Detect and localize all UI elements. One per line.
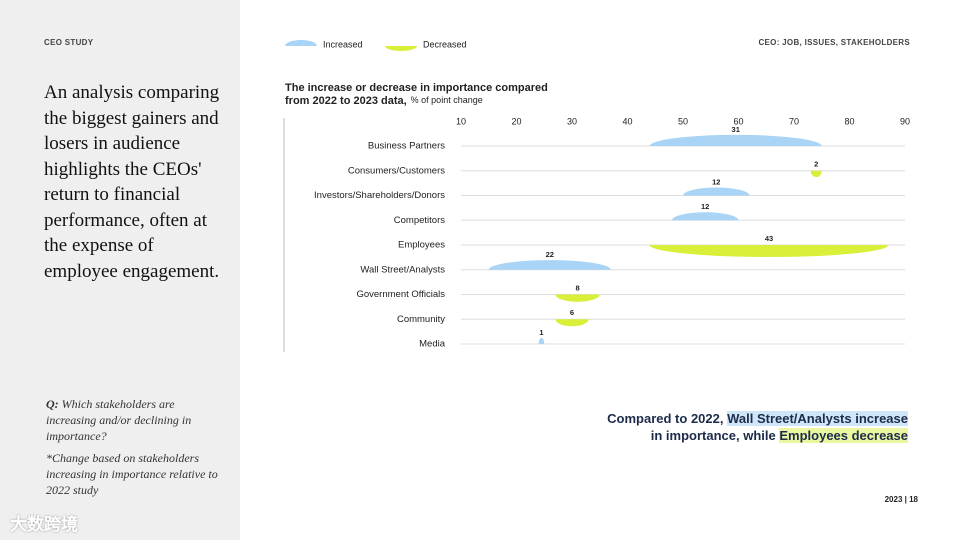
legend-swatch <box>285 40 317 46</box>
chart-title-line: from 2022 to 2023 data, <box>285 95 407 107</box>
category-label: Wall Street/Analysts <box>360 264 445 275</box>
category-label: Consumers/Customers <box>348 165 445 176</box>
watermark: 大数跨境 <box>10 515 78 534</box>
value-label: 6 <box>570 308 574 317</box>
annotation-text: Compared to 2022, <box>607 411 724 426</box>
range-bump <box>555 294 600 302</box>
category-label: Competitors <box>394 215 445 226</box>
x-tick-label: 70 <box>789 116 799 126</box>
legend-label: Increased <box>323 39 363 49</box>
category-label: Government Officials <box>356 289 445 300</box>
value-label: 2 <box>814 160 818 169</box>
x-tick-label: 50 <box>678 116 688 126</box>
question-label: Q: <box>46 397 59 411</box>
range-bump <box>810 170 822 178</box>
value-label: 22 <box>546 250 554 259</box>
legend-swatch <box>385 46 417 51</box>
range-bump <box>671 212 739 221</box>
value-label: 12 <box>701 202 709 211</box>
header-left: CEO STUDY <box>44 38 94 47</box>
x-tick-label: 40 <box>622 116 632 126</box>
lead-text: An analysis comparing the biggest gainer… <box>44 82 220 282</box>
chart-subtitle: % of point change <box>411 95 483 105</box>
x-tick-label: 90 <box>900 116 910 126</box>
range-bump <box>649 245 889 257</box>
footer-year: 2023 <box>884 495 903 504</box>
value-label: 8 <box>575 283 579 292</box>
range-bump <box>649 134 822 146</box>
x-tick-label: 20 <box>511 116 521 126</box>
header-right: CEO: JOB, ISSUES, STAKEHOLDERS <box>758 38 910 47</box>
value-label: 12 <box>712 177 720 186</box>
chart-title: The increase or decrease in importance c… <box>285 82 548 94</box>
category-label: Employees <box>398 240 445 251</box>
annotation: Compared to 2022, Wall Street/Analysts i… <box>607 410 908 444</box>
value-label: 43 <box>765 234 773 243</box>
question: Q: Which stakeholders are increasing and… <box>46 396 221 444</box>
annotation-highlight: Wall Street/Analysts increase <box>727 411 908 426</box>
range-bump <box>538 337 545 344</box>
page-number: 18 <box>909 495 918 504</box>
category-label: Business Partners <box>368 141 445 152</box>
value-label: 31 <box>732 125 740 134</box>
footer: 2023 | 18 <box>884 495 918 504</box>
category-label: Investors/Shareholders/Donors <box>314 190 445 201</box>
x-tick-label: 60 <box>733 116 743 126</box>
range-bump <box>555 319 589 327</box>
x-tick-label: 10 <box>456 116 466 126</box>
category-label: Community <box>397 314 445 325</box>
range-bump <box>683 187 750 196</box>
category-label: Media <box>419 339 446 350</box>
side-panel <box>0 0 240 540</box>
chart-title: from 2022 to 2023 data, % of point change <box>285 95 483 107</box>
x-tick-label: 80 <box>844 116 854 126</box>
range-bump <box>488 260 611 270</box>
annotation-highlight: Employees decrease <box>779 428 908 443</box>
legend-label: Decreased <box>423 39 467 49</box>
question-text: Which stakeholders are increasing and/or… <box>46 397 192 443</box>
annotation-text: in importance, while <box>650 428 776 443</box>
x-tick-label: 30 <box>567 116 577 126</box>
note: *Change based on stakeholders increasing… <box>46 451 218 497</box>
value-label: 1 <box>539 328 543 337</box>
